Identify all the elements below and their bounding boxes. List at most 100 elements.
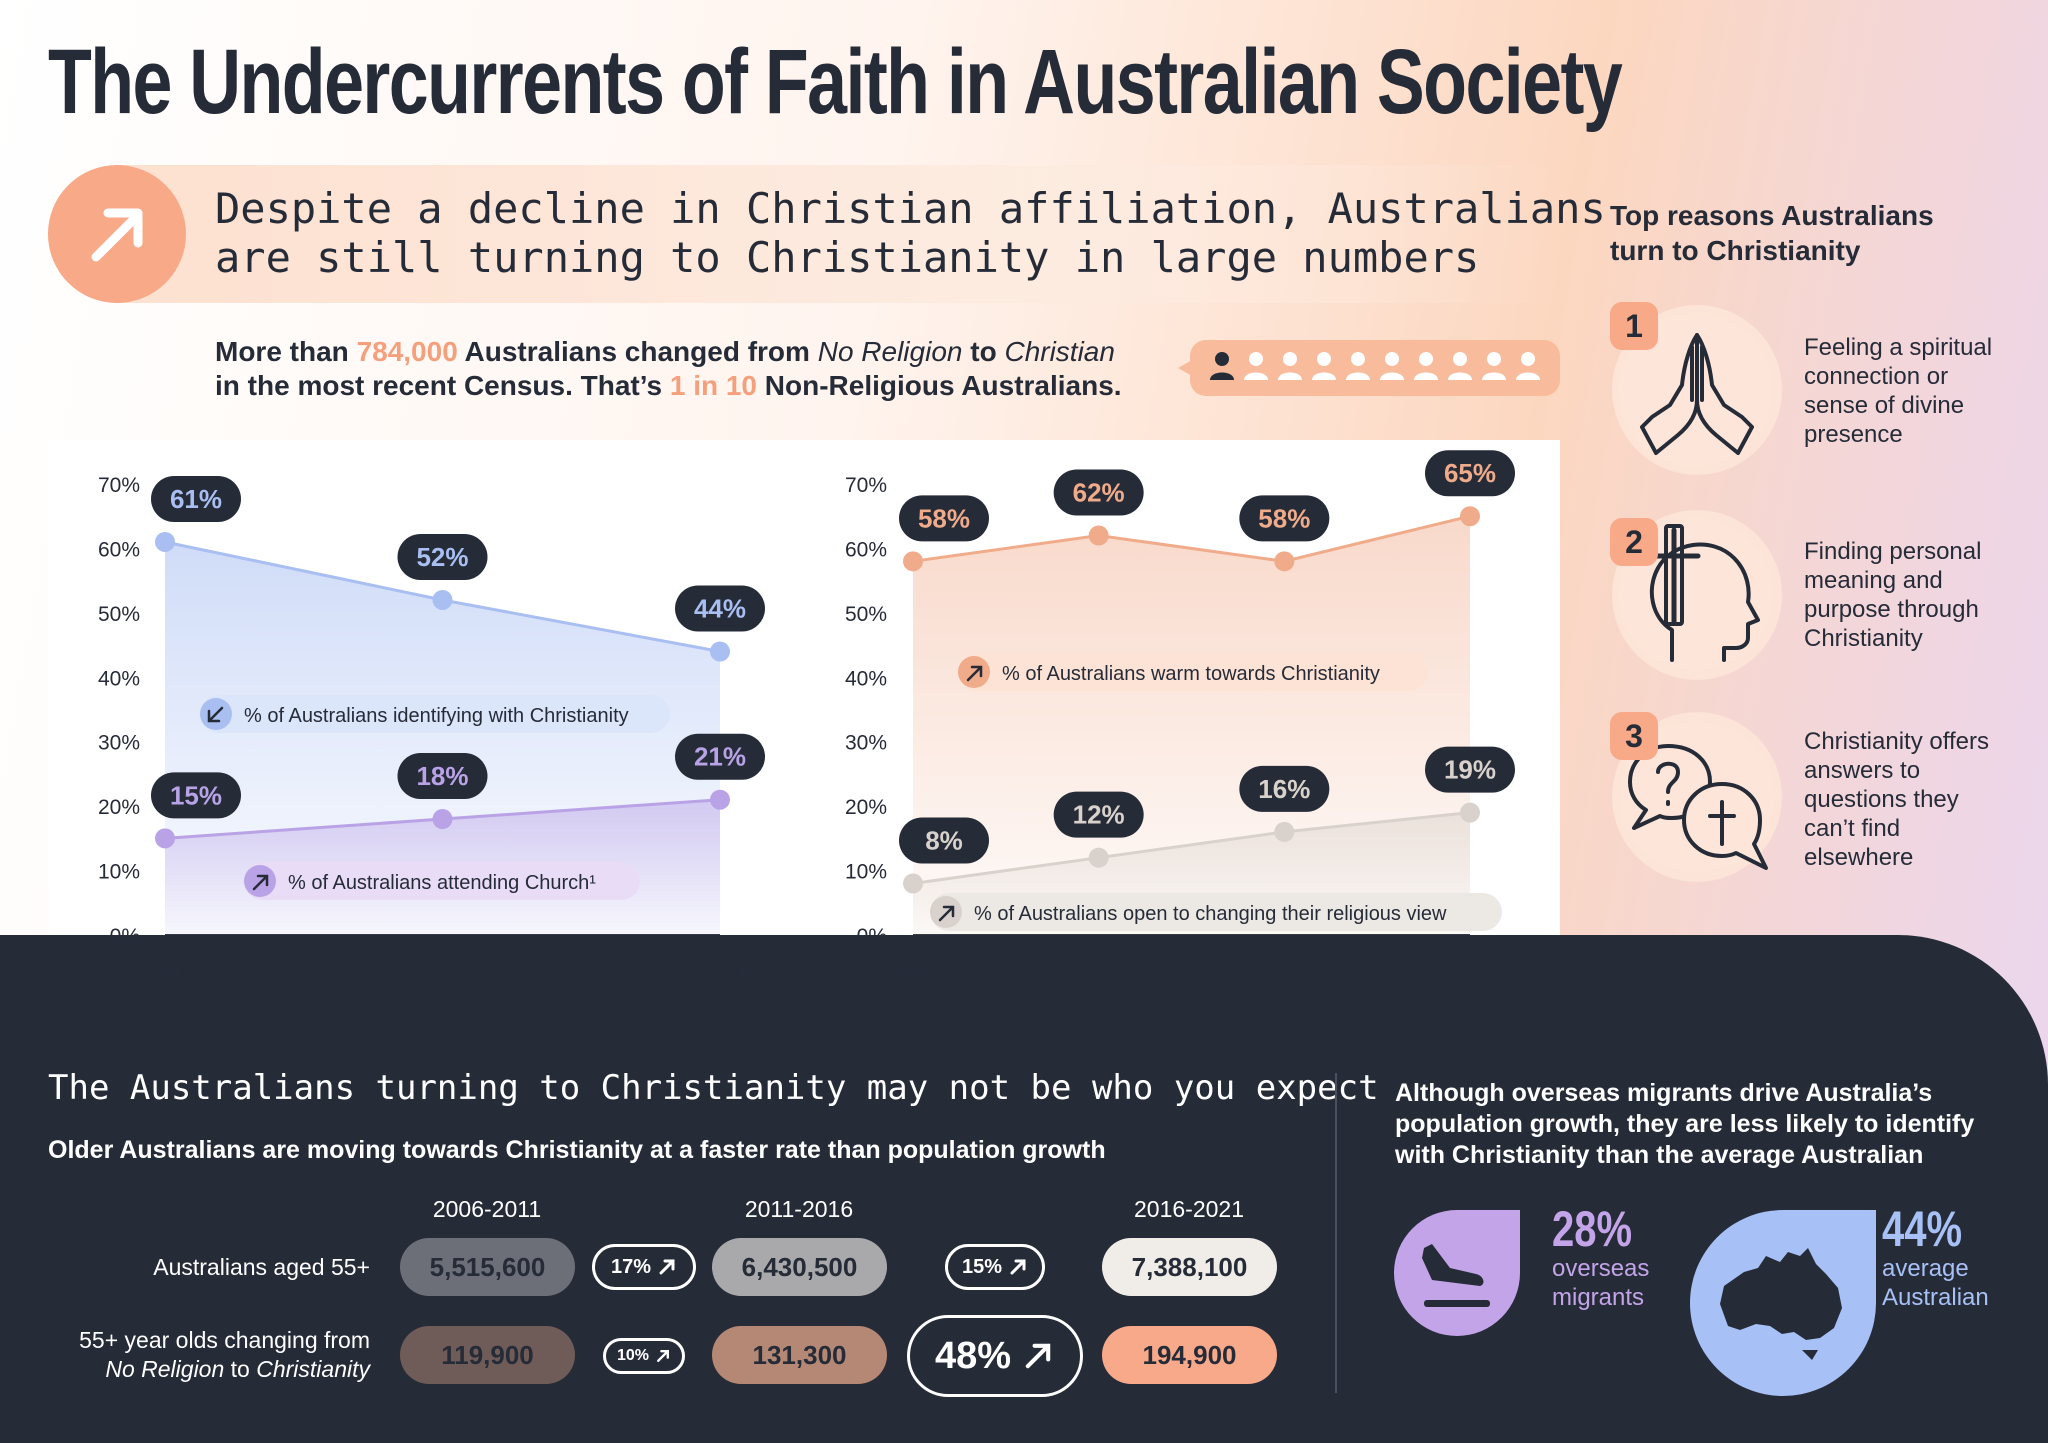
arrow-down-left-icon (207, 706, 224, 723)
migrants-label-line: overseas (1552, 1255, 1650, 1282)
y-tick-label: 0% (857, 925, 887, 948)
australia-badge (1690, 1210, 1876, 1396)
legend-icon-bg (244, 865, 276, 897)
data-label: 15% (170, 780, 222, 810)
data-label-bg (1425, 450, 1515, 497)
data-label: 21% (694, 742, 746, 772)
legend-label: % of Australians identifying with Christ… (244, 705, 629, 727)
y-tick-label: 50% (845, 603, 887, 626)
value-pill: 5,515,600 (400, 1238, 575, 1296)
person-icon (1344, 350, 1372, 387)
reason-3-text: Christianity offers answers to questions… (1804, 728, 1989, 871)
legend-bg (958, 653, 1428, 691)
arrow-up-right-icon (657, 1350, 670, 1362)
banner-line-2: are still turning to Christianity in lar… (215, 233, 1480, 282)
reason-2-number: 2 (1610, 518, 1658, 566)
data-label-bg (1239, 765, 1330, 812)
data-label-bg (899, 817, 989, 864)
stat-text: to (962, 336, 1005, 367)
arrow-up-right-icon (252, 874, 269, 891)
data-point (1274, 551, 1295, 572)
data-label-bg (899, 495, 989, 542)
row-label-text: to (224, 1356, 257, 1382)
person-icon (1480, 350, 1508, 387)
dark-panel (0, 935, 2048, 1443)
question-speech-bubbles-icon (1628, 744, 1768, 870)
data-point (1460, 802, 1480, 823)
australia-map-icon (1720, 1248, 1842, 1360)
data-point (155, 828, 175, 849)
legend-bg (200, 695, 670, 733)
y-tick-label: 70% (98, 474, 140, 497)
data-label: 18% (416, 761, 468, 791)
reasons-title-line: Top reasons Australians (1610, 200, 1934, 231)
charts-svg: 2011 2016 2021 0% 10% 20% 30% 40% 50% 60% 70% 61% 52… (97, 450, 1515, 985)
banner-text: Despite a decline in Christian affiliati… (215, 184, 1606, 282)
legend-icon-bg (930, 896, 962, 928)
big-growth-pill: 48% (907, 1315, 1083, 1397)
data-label-bg (151, 475, 241, 522)
praying-hands-icon (1640, 333, 1754, 455)
arrow-up-right-icon (1025, 1343, 1051, 1369)
people-ratio-pill (1178, 340, 1560, 396)
y-tick-label: 10% (98, 861, 140, 884)
legend-bg (930, 893, 1502, 931)
average-value: 44% (1882, 1201, 1963, 1257)
data-label: 12% (1073, 800, 1125, 830)
data-label: 16% (1258, 774, 1310, 804)
data-label-bg (1053, 469, 1144, 516)
data-label: 58% (918, 503, 970, 533)
data-label: 8% (925, 825, 963, 855)
growth-value: 15% (961, 1255, 1003, 1278)
data-label-bg (397, 533, 488, 580)
data-point (1274, 821, 1295, 842)
bottom-subheading: Older Australians are moving towards Chr… (48, 1136, 1106, 1164)
arrow-up-right-icon (938, 905, 955, 922)
reason-1-text: Feeling a spiritual connection or sense … (1804, 334, 1993, 448)
x-tick-label: 2025 (1447, 962, 1494, 985)
migrants-label: overseas migrants (1552, 1254, 1649, 1312)
stat-italic: No Religion (817, 336, 963, 367)
data-label-bg (397, 753, 488, 800)
plane-landing-icon (1422, 1244, 1490, 1307)
legend-label: % of Australians warm towards Christiani… (1002, 663, 1380, 685)
person-icon (1378, 350, 1406, 387)
bottom-heading: The Australians turning to Christianity … (48, 1068, 1379, 1108)
reason-1-number: 1 (1610, 302, 1658, 350)
data-label: 62% (1073, 478, 1125, 508)
series-line (912, 811, 1471, 885)
data-point (1088, 525, 1109, 546)
data-point (1088, 847, 1109, 868)
average-label-line: average (1882, 1255, 1969, 1282)
x-tick-label: 2022 (1261, 962, 1308, 985)
growth-pill: 15% (945, 1244, 1045, 1290)
y-tick-label: 40% (845, 667, 887, 690)
row-label-line: 55+ year olds changing from (79, 1327, 370, 1353)
average-label-line: Australian (1882, 1284, 1989, 1311)
data-point (1460, 506, 1480, 527)
data-point (710, 641, 730, 662)
growth-pill: 17% (592, 1244, 696, 1290)
data-label-bg (675, 585, 765, 632)
stat-text: Australians changed from (457, 336, 818, 367)
x-tick-label: 2011 (890, 962, 935, 985)
arrow-up-right-icon (966, 665, 983, 682)
census-stat: More than 784,000 Australians changed fr… (215, 335, 1122, 403)
reason-3-number: 3 (1610, 712, 1658, 760)
migrants-label-line: migrants (1552, 1284, 1645, 1311)
data-label-bg (1239, 495, 1330, 542)
value-pill: 131,300 (712, 1326, 887, 1384)
banner-arrow-badge (48, 165, 186, 303)
value-pill: 6,430,500 (712, 1238, 887, 1296)
person-icon (1310, 350, 1338, 387)
person-icon (1208, 350, 1236, 387)
banner-line-1: Despite a decline in Christian affiliati… (215, 184, 1606, 233)
head-cross-icon (1647, 524, 1760, 662)
banner (48, 165, 1558, 303)
data-label: 52% (416, 542, 468, 572)
growth-value: 10% (616, 1347, 650, 1364)
period-label: 2016-2021 (1134, 1196, 1244, 1222)
person-icon (1276, 350, 1304, 387)
divider (1335, 1073, 1337, 1393)
stat-text: Non-Religious Australians. (757, 370, 1122, 401)
